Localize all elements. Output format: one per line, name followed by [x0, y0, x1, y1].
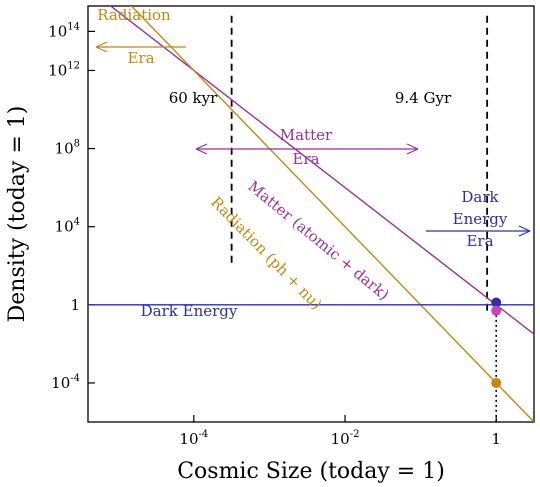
- matter-era-line2: Era: [292, 150, 319, 168]
- point-matter-atomic-dark: [491, 305, 502, 316]
- matter-era-line1: Matter: [280, 126, 333, 144]
- series-line-radiation-ph-nu: [130, 6, 534, 422]
- radiation-line-label: Radiation (ph + nu): [207, 193, 325, 313]
- y-tick-label: 10-4: [51, 373, 80, 392]
- dark-energy-era-line2: Energy: [453, 210, 508, 228]
- y-axis-ticks: 1014 1012 108 104 1 10-4: [48, 21, 95, 392]
- y-tick-label: 1014: [48, 21, 80, 40]
- y-tick-label: 104: [55, 217, 80, 236]
- x-axis-title: Cosmic Size (today = 1): [177, 459, 445, 484]
- dark-energy-era-line1: Dark: [461, 188, 499, 206]
- matter-era-annotation: Matter Era: [195, 126, 419, 168]
- series-layer: [88, 6, 534, 422]
- matter-era-arrowhead-right: [406, 143, 419, 155]
- radiation-era-annotation: Radiation Era: [95, 6, 186, 67]
- y-tick-label: 1: [70, 296, 80, 314]
- point-radiation-ph-nu: [491, 377, 502, 388]
- label-9-4-gyr: 9.4 Gyr: [395, 89, 452, 107]
- point-dark-energy: [491, 297, 502, 308]
- dark-energy-line-label: Dark Energy: [141, 302, 238, 320]
- y-tick-label: 108: [55, 139, 80, 158]
- radiation-era-arrowhead: [95, 41, 108, 53]
- x-tick-label: 1: [491, 430, 501, 448]
- radiation-era-line2: Era: [127, 49, 154, 67]
- dark-energy-era-line3: Era: [466, 232, 493, 250]
- y-axis-title: Density (today = 1): [5, 106, 30, 323]
- x-axis-ticks: 10-4 10-2 1: [179, 415, 501, 448]
- dark-energy-era-annotation: Dark Energy Era: [426, 188, 531, 250]
- plot-frame: [87, 5, 535, 423]
- era-boundary-lines: [230, 15, 498, 422]
- series-line-matter-atomic-dark: [109, 6, 534, 335]
- label-60-kyr: 60 kyr: [169, 89, 218, 107]
- y-tick-label: 1012: [48, 60, 80, 79]
- today-points: [491, 297, 502, 388]
- x-tick-label: 10-4: [179, 429, 208, 448]
- radiation-era-line1: Radiation: [97, 6, 171, 24]
- matter-era-arrowhead-left: [195, 143, 208, 155]
- dark-energy-era-arrowhead: [518, 225, 531, 237]
- x-tick-label: 10-2: [331, 429, 360, 448]
